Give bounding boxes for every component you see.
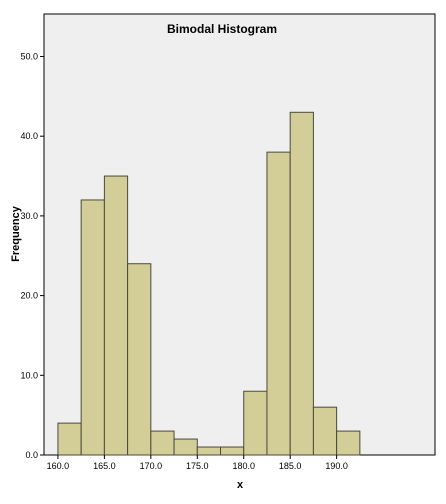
y-tick-label: 0.0 xyxy=(25,450,38,460)
x-axis: 160.0 165.0 170.0 175.0 180.0 185.0 190.0 xyxy=(47,455,348,471)
histogram-bar xyxy=(103,175,129,456)
x-tick-label: 160.0 xyxy=(47,461,70,471)
histogram-bar xyxy=(173,438,198,456)
y-tick-label: 50.0 xyxy=(20,52,38,62)
x-tick-label: 165.0 xyxy=(93,461,116,471)
y-tick-label: 10.0 xyxy=(20,370,38,380)
y-tick-label: 40.0 xyxy=(20,131,38,141)
histogram-bar xyxy=(220,446,245,456)
histogram-bar xyxy=(312,406,338,456)
histogram-bar xyxy=(57,422,82,456)
bars-layer xyxy=(57,111,361,456)
histogram-bar xyxy=(127,263,152,456)
x-tick-label: 175.0 xyxy=(186,461,209,471)
histogram-bar xyxy=(196,446,222,456)
y-axis-label: Frequency xyxy=(10,205,22,262)
histogram-bar xyxy=(80,199,105,456)
chart-title: Bimodal Histogram xyxy=(167,22,277,36)
y-axis: 0.0 10.0 20.0 30.0 40.0 50.0 xyxy=(20,52,44,460)
x-tick-label: 185.0 xyxy=(279,461,302,471)
histogram-bar xyxy=(289,111,314,456)
histogram-bar xyxy=(150,430,175,456)
histogram-bar xyxy=(266,151,291,456)
x-tick-label: 190.0 xyxy=(325,461,348,471)
x-tick-label: 180.0 xyxy=(232,461,255,471)
x-axis-label: x xyxy=(237,479,244,491)
x-tick-label: 170.0 xyxy=(140,461,163,471)
y-tick-label: 20.0 xyxy=(20,291,38,301)
y-tick-label: 30.0 xyxy=(20,211,38,221)
histogram-bar xyxy=(243,390,268,456)
histogram-bar xyxy=(336,430,361,456)
